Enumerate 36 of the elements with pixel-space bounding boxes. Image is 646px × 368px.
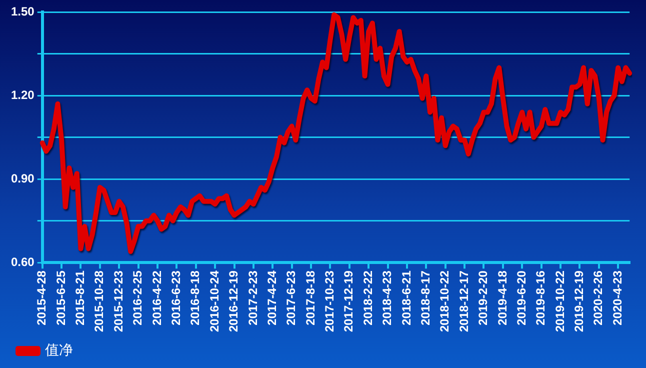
x-tick-label: 2018-2-22 — [360, 270, 375, 326]
x-tick-label: 2020-2-26 — [591, 270, 606, 326]
y-tick-label: 1.20 — [10, 88, 35, 102]
x-tick-label: 2016-12-19 — [226, 270, 241, 332]
x-tick-label: 2018-8-17 — [418, 270, 432, 326]
x-tick-label: 2016-8-18 — [188, 270, 202, 326]
x-tick-label: 2019-8-16 — [534, 270, 548, 326]
x-tick-label: 2015-4-28 — [34, 270, 49, 326]
x-tick-label: 2016-4-22 — [150, 270, 164, 326]
x-tick-label: 2016-2-25 — [130, 270, 145, 326]
y-tick-label: 1.50 — [10, 4, 35, 18]
x-tick-label: 2019-10-22 — [552, 270, 567, 332]
x-tick-label: 2017-4-24 — [264, 270, 279, 326]
y-tick-label: 0.60 — [10, 254, 35, 269]
x-tick-label: 2015-12-23 — [111, 270, 126, 332]
x-tick-label: 2017-6-23 — [284, 270, 298, 326]
x-tick-label: 2020-4-23 — [610, 270, 624, 326]
x-tick-label: 2018-6-21 — [399, 270, 414, 326]
x-tick-label: 2016-10-24 — [207, 270, 222, 332]
x-tick-label: 2015-10-28 — [92, 270, 106, 332]
y-tick-label: 0.90 — [10, 171, 35, 186]
x-tick-label: 2019-6-20 — [514, 270, 528, 326]
x-tick-label: 2015-6-25 — [54, 270, 68, 326]
x-tick-label: 2016-6-23 — [169, 270, 184, 326]
x-tick-label: 2017-12-19 — [342, 270, 356, 332]
x-tick-label: 2017-10-23 — [322, 270, 337, 332]
x-tick-label: 2017-2-23 — [246, 270, 260, 326]
x-tick-label: 2019-2-20 — [476, 270, 490, 326]
x-tick-label: 2018-4-23 — [380, 270, 394, 326]
x-tick-label: 2015-8-21 — [73, 270, 88, 326]
x-tick-label: 2017-8-18 — [303, 270, 318, 326]
x-tick-label: 2018-10-22 — [438, 270, 452, 332]
x-tick-label: 2018-12-17 — [456, 270, 471, 332]
x-tick-label: 2019-4-18 — [495, 270, 510, 326]
x-tick-label: 2019-12-19 — [572, 270, 586, 332]
legend-label: 值净 — [45, 342, 73, 359]
